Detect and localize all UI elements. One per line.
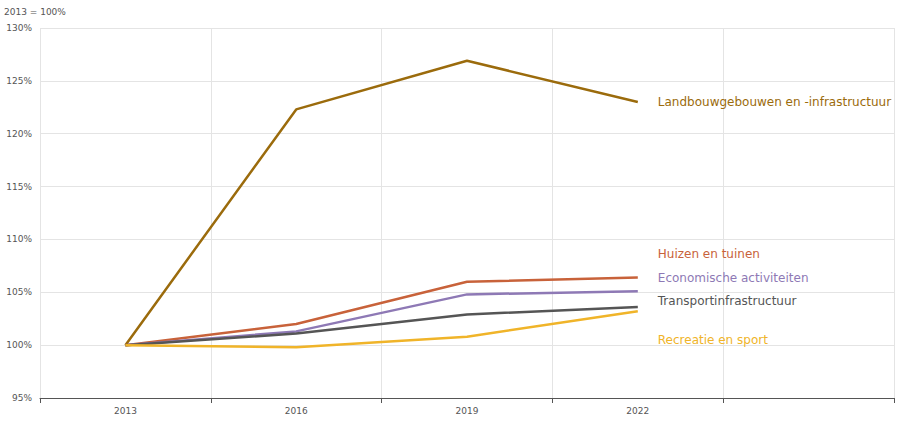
svg-text:100%: 100% xyxy=(6,340,32,350)
svg-text:Economische activiteiten: Economische activiteiten xyxy=(658,271,809,285)
svg-text:2022: 2022 xyxy=(626,406,649,416)
svg-text:Transportinfrastructuur: Transportinfrastructuur xyxy=(657,294,797,308)
svg-text:105%: 105% xyxy=(6,287,32,297)
svg-text:Recreatie en sport: Recreatie en sport xyxy=(658,333,768,347)
svg-text:2013: 2013 xyxy=(114,406,137,416)
svg-text:120%: 120% xyxy=(6,129,32,139)
svg-text:Landbouwgebouwen en -infrastru: Landbouwgebouwen en -infrastructuur xyxy=(658,95,891,109)
svg-text:130%: 130% xyxy=(6,23,32,33)
svg-text:2013 = 100%: 2013 = 100% xyxy=(4,7,66,17)
svg-text:2019: 2019 xyxy=(456,406,479,416)
svg-text:115%: 115% xyxy=(6,182,32,192)
svg-text:125%: 125% xyxy=(6,76,32,86)
svg-text:95%: 95% xyxy=(12,393,32,403)
svg-text:Huizen en tuinen: Huizen en tuinen xyxy=(658,247,760,261)
svg-text:110%: 110% xyxy=(6,234,32,244)
svg-text:2016: 2016 xyxy=(285,406,308,416)
